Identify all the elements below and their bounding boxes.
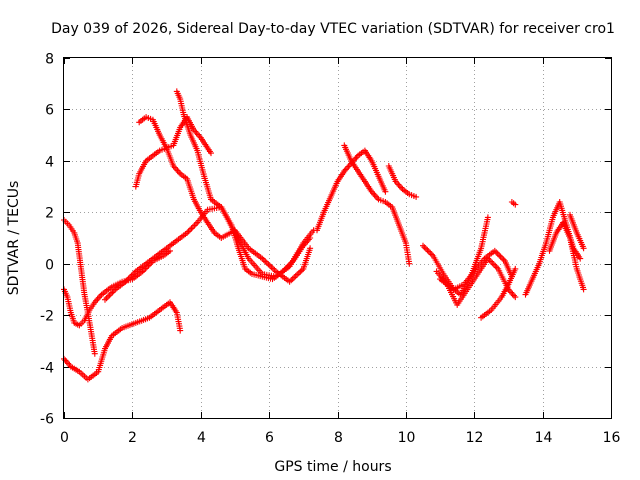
data-point [371,191,378,198]
data-series [522,199,584,298]
data-point [497,253,504,260]
data-point [188,225,195,232]
data-point [577,255,584,262]
data-series [314,147,389,234]
data-point [268,264,275,271]
data-point [292,273,299,279]
data-series [437,214,491,298]
data-point [103,295,110,302]
data-point [269,265,276,272]
data-point [94,296,101,303]
y-tick-label: 0 [45,258,54,274]
x-tick-label: 6 [265,430,274,446]
data-point [297,268,304,275]
data-point [208,150,214,157]
data-series [478,265,519,321]
data-series [61,217,98,357]
data-point [489,260,496,266]
x-tick-label: 12 [466,430,484,446]
data-point [124,277,130,284]
data-point [289,275,296,282]
data-series [102,204,317,303]
data-point [487,258,494,265]
axis-ticks: 0 2 4 6 8 10 12 14 16 -6 -4 -2 0 2 4 6 8 [40,52,620,447]
data-point [496,252,503,259]
y-tick-label: 8 [45,52,54,68]
data-point [492,262,499,269]
y-tick-label: 6 [45,103,54,119]
data-point [102,296,108,303]
data-point [499,255,506,262]
data-series [341,142,413,267]
x-tick-label: 14 [535,430,553,446]
grid-lines [64,58,611,418]
x-tick-label: 8 [334,430,343,446]
data-point [382,188,389,195]
data-point [421,244,428,251]
data-point [500,256,507,263]
plot-frame [63,57,612,419]
data-point [191,222,198,229]
data-point [422,245,429,252]
y-axis-label: SDTVAR / TECUs [6,181,22,296]
data-point [266,262,273,269]
data-point [307,245,314,252]
y-tick-label: -2 [40,309,54,325]
data-point [580,245,587,252]
y-tick-label: 4 [45,155,54,171]
data-point [260,257,267,263]
data-series [567,211,587,252]
data-point [512,294,519,301]
data-series [546,219,587,293]
x-tick-label: 16 [603,430,621,446]
data-point [510,292,517,299]
data-point [493,249,500,256]
x-tick-label: 10 [398,430,416,446]
data-point [185,228,192,235]
data-point [106,292,113,299]
data-points [61,88,587,383]
data-point [413,193,420,200]
y-tick-label: 2 [45,206,54,222]
data-point [398,184,405,191]
data-point [177,327,184,334]
data-point [427,250,434,257]
data-series [385,163,420,200]
data-series [61,299,184,383]
x-tick-label: 4 [197,430,206,446]
data-point [105,293,111,300]
y-tick-label: -4 [40,361,54,377]
data-series [136,114,314,285]
data-point [189,224,196,230]
data-series [208,196,314,283]
data-point [424,247,431,254]
data-point [167,247,173,254]
data-series [132,114,214,190]
data-point [262,258,269,265]
data-point [491,247,498,254]
data-point [580,286,587,293]
chart-title: Day 039 of 2026, Sidereal Day-to-day VTE… [51,21,615,37]
x-tick-label: 0 [60,430,69,446]
y-tick-label: -6 [40,412,54,428]
data-series [508,199,519,208]
data-point [425,248,432,255]
data-point [192,221,199,227]
x-axis-label: GPS time / hours [274,459,391,475]
data-point [307,235,314,241]
data-point [484,214,491,221]
data-point [406,260,413,267]
data-point [187,226,193,233]
data-series [61,247,173,329]
data-series [173,88,214,203]
data-point [512,265,519,272]
x-tick-label: 2 [128,430,137,446]
data-point [490,261,497,268]
data-point [420,242,426,249]
data-point [91,350,98,357]
data-point [291,274,298,281]
data-point [512,201,519,208]
